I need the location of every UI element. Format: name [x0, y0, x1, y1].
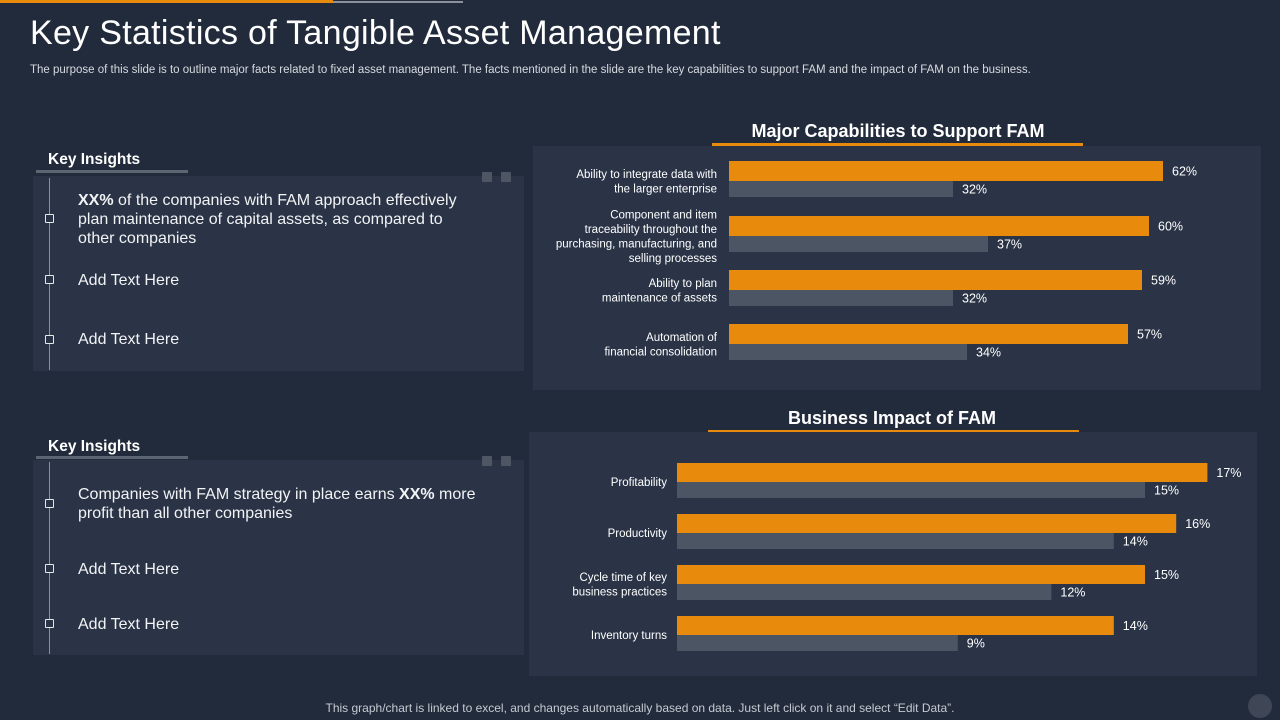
timeline-line	[49, 178, 50, 370]
bar-series2	[677, 533, 1114, 549]
bar-series1	[729, 161, 1163, 181]
bar-series2	[677, 482, 1145, 498]
insights-top-label: Key Insights	[48, 151, 141, 168]
insight-text: Add Text Here	[78, 272, 180, 289]
bar-series1	[729, 270, 1142, 290]
data-label: 16%	[1185, 517, 1210, 531]
chart-title-underline	[712, 143, 1083, 146]
category-label: Profitability	[611, 477, 667, 489]
panel-square-icon	[501, 456, 511, 466]
top-accent-line	[0, 0, 333, 3]
bar-series1	[677, 565, 1145, 584]
bar-series1	[729, 216, 1149, 236]
bar-series2	[677, 584, 1052, 600]
bullet-icon	[45, 335, 54, 344]
insight-text: Add Text Here	[78, 561, 180, 578]
bar-series1	[677, 463, 1208, 482]
insight-text: Add Text Here	[78, 331, 180, 348]
data-label: 62%	[1172, 165, 1197, 179]
data-label: 57%	[1137, 328, 1162, 342]
category-label: Automation of financial consolidation	[604, 332, 717, 359]
data-label: 15%	[1154, 484, 1179, 498]
bullet-icon	[45, 214, 54, 223]
bar-series1	[729, 324, 1128, 344]
insight-text: Add Text Here	[78, 616, 180, 633]
panel-square-icon	[501, 172, 511, 182]
panel-square-icon	[482, 172, 492, 182]
data-label: 59%	[1151, 274, 1176, 288]
bar-series2	[729, 181, 953, 197]
bar-series1	[677, 514, 1177, 533]
bullet-icon	[45, 619, 54, 628]
insights-bottom-label: Key Insights	[48, 438, 141, 455]
impact-bar-chart: Profitability 17% 15% Productivity 16% 14% Cyc…	[572, 463, 1241, 651]
data-label: 14%	[1123, 619, 1148, 633]
data-label: 14%	[1123, 535, 1148, 549]
insights-panel-bottom	[33, 460, 524, 655]
top-accent-line-grey	[333, 1, 463, 3]
category-label: Cycle time of key business practices	[572, 572, 667, 599]
data-label: 37%	[997, 238, 1022, 252]
category-label: Ability to plan maintenance of assets	[602, 278, 717, 305]
data-label: 15%	[1154, 568, 1179, 582]
page-title: Key Statistics of Tangible Asset Managem…	[30, 14, 721, 52]
panel-square-icon	[482, 456, 492, 466]
bar-series1	[677, 616, 1114, 635]
footer-note: This graph/chart is linked to excel, and…	[325, 701, 955, 715]
data-label: 32%	[962, 183, 987, 197]
timeline-line	[49, 462, 50, 654]
bullet-icon	[45, 564, 54, 573]
category-label: Productivity	[608, 528, 668, 540]
chart-title-capabilities: Major Capabilities to Support FAM	[751, 121, 1045, 141]
category-label: Component and item traceability throughou…	[556, 209, 717, 265]
insight-text: XX% of the companies with FAM approach e…	[78, 192, 457, 247]
insights-top-underline	[36, 170, 188, 173]
insights-bottom-underline	[36, 456, 188, 459]
data-label: 34%	[976, 346, 1001, 360]
data-label: 9%	[967, 637, 985, 651]
bar-series2	[729, 236, 988, 252]
data-label: 60%	[1158, 220, 1183, 234]
data-label: 12%	[1060, 586, 1085, 600]
bar-series2	[729, 344, 967, 360]
capabilities-bar-chart: Ability to integrate data with the larger…	[556, 161, 1197, 360]
insights-panel-top	[33, 176, 524, 371]
bar-series2	[677, 635, 958, 651]
data-label: 32%	[962, 292, 987, 306]
page-subtitle: The purpose of this slide is to outline …	[30, 64, 1031, 76]
category-label: Inventory turns	[591, 630, 667, 642]
insight-text: Companies with FAM strategy in place ear…	[78, 486, 476, 522]
bullet-icon	[45, 499, 54, 508]
data-label: 17%	[1216, 466, 1241, 480]
slide-nav-dot[interactable]	[1248, 694, 1272, 718]
bar-series2	[729, 290, 953, 306]
bullet-icon	[45, 275, 54, 284]
chart-title-impact: Business Impact of FAM	[787, 408, 997, 428]
category-label: Ability to integrate data with the larger…	[576, 169, 717, 196]
chart-title-underline	[708, 430, 1079, 433]
